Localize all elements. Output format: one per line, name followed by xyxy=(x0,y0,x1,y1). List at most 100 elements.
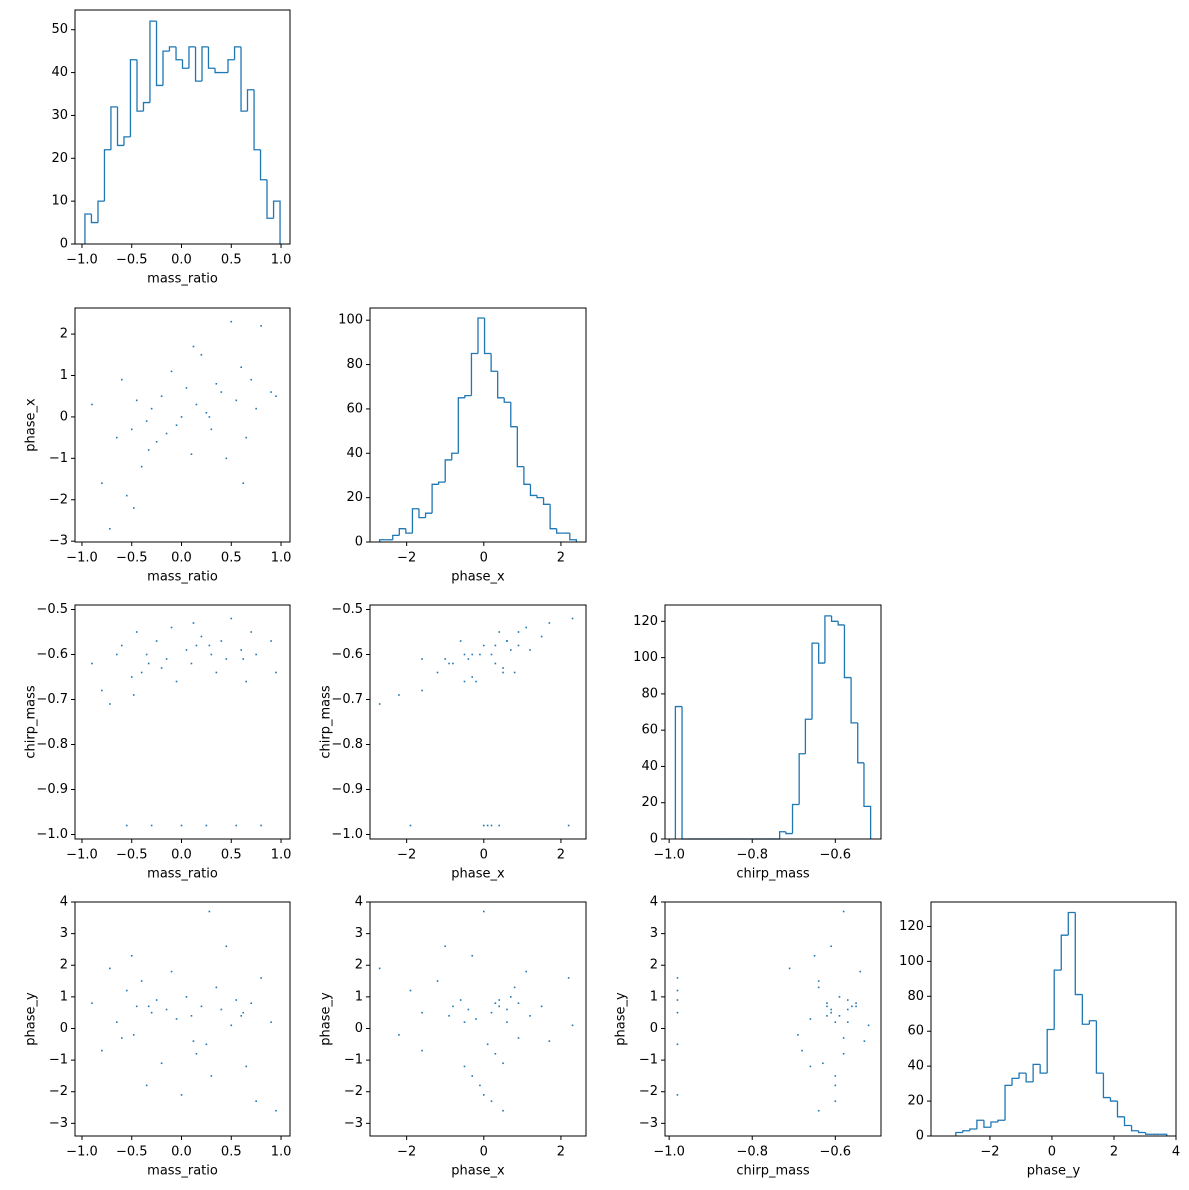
scatter-point xyxy=(567,977,570,979)
scatter-point xyxy=(155,999,158,1001)
scatter-point xyxy=(132,507,135,509)
y-axis-label: phase_y xyxy=(614,992,629,1046)
scatter-point xyxy=(502,1109,504,1112)
scatter-point xyxy=(91,1002,93,1004)
scatter-point xyxy=(175,424,178,427)
histogram-step xyxy=(569,533,578,542)
scatter-point xyxy=(200,1005,203,1008)
scatter-point xyxy=(165,432,168,435)
histogram-step xyxy=(1116,1101,1125,1118)
histogram-step xyxy=(444,459,452,483)
histogram-step xyxy=(1088,1020,1097,1025)
scatter-point xyxy=(838,1015,841,1017)
histogram-step xyxy=(549,504,557,530)
histogram-step xyxy=(818,643,825,664)
scatter-point xyxy=(525,970,528,973)
x-tick-label: −0.8 xyxy=(736,1145,768,1160)
scatter-point xyxy=(125,824,128,827)
y-tick-label: −3 xyxy=(49,1116,68,1131)
y-tick-label: 60 xyxy=(907,1024,924,1039)
scatter-point xyxy=(109,527,111,530)
x-axis-label: phase_x xyxy=(451,570,505,585)
scatter-point xyxy=(813,954,816,957)
scatter-point xyxy=(210,1075,213,1077)
y-tick-label: 0 xyxy=(60,1021,68,1036)
y-tick-label: −1.0 xyxy=(36,827,68,842)
scatter-point xyxy=(220,1008,223,1011)
scatter-point xyxy=(140,671,143,674)
y-tick-label: −0.8 xyxy=(36,737,68,752)
y-tick-label: 80 xyxy=(641,686,658,701)
scatter-point xyxy=(571,1024,574,1027)
scatter-point xyxy=(471,1075,474,1077)
scatter-point xyxy=(192,1040,195,1042)
histogram-step xyxy=(240,46,248,112)
y-tick-label: 20 xyxy=(641,795,658,810)
y-tick-label: 2 xyxy=(60,958,68,973)
scatter-point xyxy=(180,416,183,418)
scatter-point xyxy=(502,671,504,674)
scatter-point xyxy=(150,407,153,410)
scatter-point xyxy=(421,1049,423,1052)
histogram-step xyxy=(1123,1116,1132,1127)
histogram-step xyxy=(556,528,564,534)
histogram-step xyxy=(451,452,459,460)
histogram-step xyxy=(431,483,439,514)
histogram-step xyxy=(1039,1064,1048,1074)
scatter-point xyxy=(165,658,168,660)
histogram-step xyxy=(246,89,255,112)
scatter-point xyxy=(842,910,845,913)
scatter-point xyxy=(260,977,262,979)
scatter-point xyxy=(444,945,447,948)
scatter-point xyxy=(486,824,489,827)
scatter-point xyxy=(517,1002,520,1004)
histogram-step xyxy=(791,803,800,834)
scatter-point xyxy=(378,703,381,705)
scatter-point xyxy=(479,653,481,656)
scatter-point xyxy=(242,1011,245,1014)
axes-frame xyxy=(74,9,291,245)
scatter-point xyxy=(525,626,528,629)
histogram-step xyxy=(129,59,138,137)
y-tick-label: 100 xyxy=(338,313,363,328)
scatter-point xyxy=(180,1094,183,1096)
x-tick-label: −0.5 xyxy=(116,848,148,863)
histogram-step xyxy=(136,59,144,112)
histogram-step xyxy=(175,46,183,61)
histogram-step xyxy=(266,179,274,219)
scatter-point xyxy=(517,1037,520,1039)
scatter-point xyxy=(482,1094,485,1096)
scatter-point xyxy=(867,1024,870,1027)
x-axis-label: mass_ratio xyxy=(147,1164,218,1179)
axes-frame xyxy=(664,901,882,1137)
scatter-point xyxy=(676,1043,679,1046)
y-tick-label: 0 xyxy=(916,1129,924,1144)
scatter-point xyxy=(185,996,188,998)
x-axis-label: chirp_mass xyxy=(736,867,809,882)
scatter-point xyxy=(165,1008,168,1011)
scatter-point xyxy=(463,653,466,656)
histogram-step xyxy=(1081,994,1090,1025)
scatter-point xyxy=(220,391,223,393)
scatter-point xyxy=(498,631,501,633)
scatter-point xyxy=(208,416,211,418)
scatter-point xyxy=(797,1034,799,1036)
scatter-point xyxy=(200,635,203,638)
scatter-point xyxy=(130,954,133,957)
scatter-point xyxy=(125,989,128,992)
y-tick-label: −0.8 xyxy=(331,737,363,752)
x-tick-label: 0 xyxy=(480,1145,488,1160)
scatter-point xyxy=(240,649,243,651)
scatter-point xyxy=(205,411,208,414)
scatter-point xyxy=(863,1040,866,1042)
histogram-step xyxy=(1130,1125,1139,1132)
scatter-point xyxy=(135,1005,138,1008)
histogram-step xyxy=(503,397,511,403)
scatter-point xyxy=(826,1015,828,1017)
scatter-point xyxy=(147,662,150,665)
scatter-point xyxy=(270,391,272,393)
scatter-point xyxy=(452,662,454,665)
y-tick-label: 1 xyxy=(650,989,658,1004)
scatter-point xyxy=(215,382,218,385)
y-tick-label: −0.7 xyxy=(36,692,68,707)
